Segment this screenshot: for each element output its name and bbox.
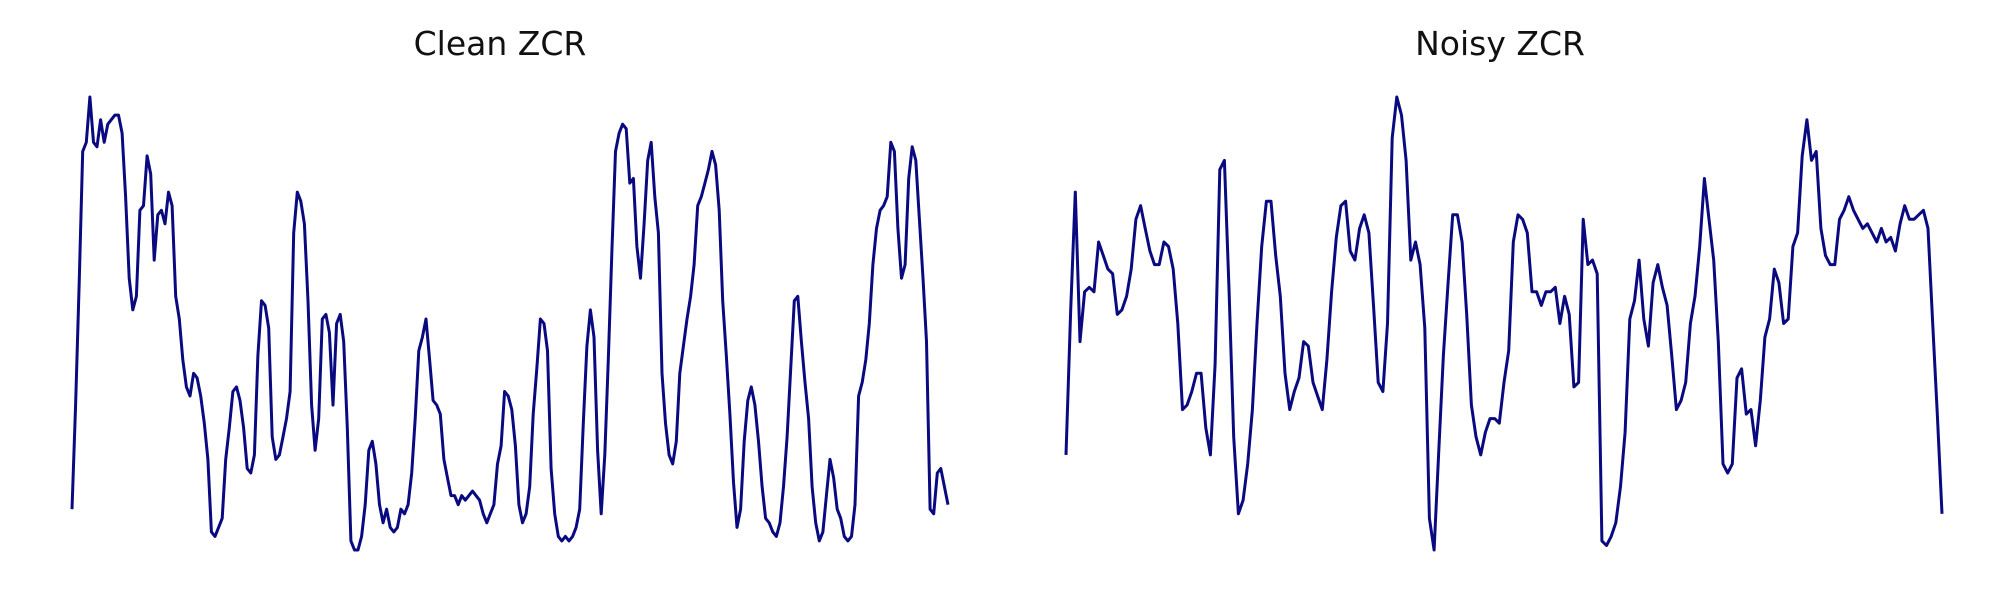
clean-zcr-chart: Clean ZCR <box>70 24 950 552</box>
chart-title: Noisy ZCR <box>1415 24 1585 63</box>
zcr-series-line <box>1064 95 1944 552</box>
noisy-zcr-plot-area <box>1064 95 1944 552</box>
noisy-zcr-chart: Noisy ZCR <box>1000 0 2000 600</box>
chart-title: Clean ZCR <box>413 24 587 63</box>
zcr-series-line <box>70 95 950 552</box>
clean-zcr-plot-area <box>70 95 950 552</box>
